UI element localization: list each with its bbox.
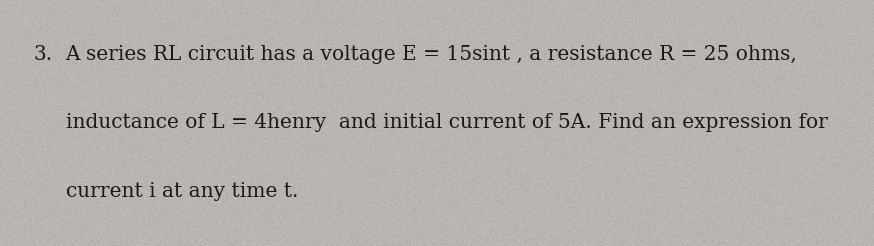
Text: A series RL circuit has a voltage E = 15sint , a resistance R = 25 ohms,: A series RL circuit has a voltage E = 15… bbox=[66, 45, 797, 64]
Text: 3.: 3. bbox=[33, 45, 52, 64]
Text: current i at any time t.: current i at any time t. bbox=[66, 182, 298, 201]
Text: inductance of L = 4henry  and initial current of 5A. Find an expression for: inductance of L = 4henry and initial cur… bbox=[66, 113, 828, 133]
